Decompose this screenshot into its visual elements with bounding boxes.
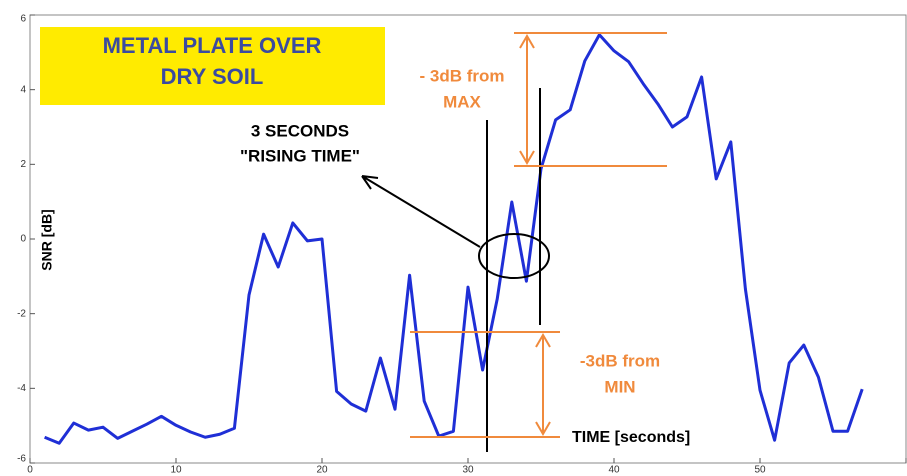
pointer-arrow [361,175,481,248]
highlight-ellipse [478,233,550,279]
x-tick-label: 0 [27,465,33,476]
y-tick-label: 6 [20,14,26,25]
chart-title: DRY SOIL [161,64,264,89]
y-tick-label: -6 [17,454,26,465]
range-arrow [535,333,551,436]
range-arrow [519,34,535,165]
data-line [44,33,864,445]
annotation: MIN [604,377,635,396]
x-tick-label: 20 [316,465,328,476]
x-tick-label: 50 [754,465,766,476]
y-tick-label: 2 [20,159,26,170]
annotation: 3 SECONDS [251,121,349,140]
chart-title: METAL PLATE OVER [103,33,322,58]
y-tick-label: -4 [17,383,26,394]
x-tick-label: 10 [170,465,182,476]
annotation: MAX [443,92,481,111]
annotation: - 3dB from [420,66,505,85]
x-tick-label: 40 [608,465,620,476]
x-axis-label: TIME [seconds] [572,429,690,446]
title-box [40,27,385,105]
y-tick-label: 0 [20,234,26,245]
x-tick-label: 30 [462,465,474,476]
y-tick-label: -2 [17,308,26,319]
annotation: "RISING TIME" [240,146,360,165]
y-tick-label: 4 [20,84,26,95]
annotation: -3dB from [580,351,660,370]
y-axis-label: SNR [dB] [39,209,55,270]
